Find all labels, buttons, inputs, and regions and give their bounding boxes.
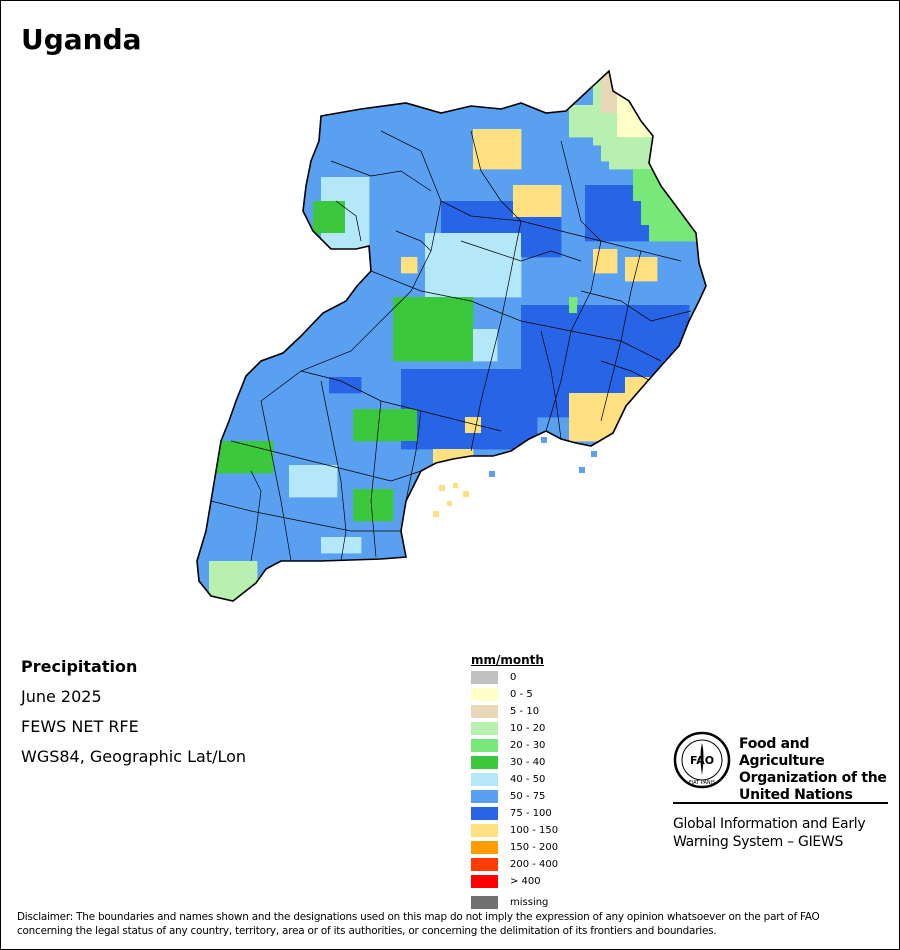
legend-item: 30 - 40 <box>471 755 546 772</box>
legend-label: 0 <box>510 672 517 683</box>
legend-swatch <box>471 875 498 888</box>
legend-item: 20 - 30 <box>471 738 546 755</box>
map-info: Precipitation June 2025 FEWS NET RFE WGS… <box>21 657 246 777</box>
legend-label: 40 - 50 <box>510 774 546 785</box>
legend-item: 5 - 10 <box>471 704 544 721</box>
legend-item: > 400 <box>471 874 544 891</box>
legend-label: 5 - 10 <box>510 706 540 717</box>
projection-label: WGS84, Geographic Lat/Lon <box>21 747 247 766</box>
lake-victoria-islands <box>433 437 597 517</box>
legend-item: 50 - 75 <box>471 789 546 806</box>
legend-label: > 400 <box>510 876 541 887</box>
legend-label: 100 - 150 <box>510 825 559 836</box>
svg-text:FAO: FAO <box>690 754 714 767</box>
legend-label: 0 - 5 <box>510 689 533 700</box>
map-title: Uganda <box>21 23 142 56</box>
precipitation-raster <box>197 71 706 601</box>
period-label: June 2025 <box>21 687 102 706</box>
legend-label: 30 - 40 <box>510 757 546 768</box>
legend-swatch <box>471 807 498 820</box>
legend-swatch <box>471 790 498 803</box>
legend-swatch <box>471 896 498 909</box>
legend-label: missing <box>510 897 549 908</box>
legend-item: 40 - 50 <box>471 772 546 789</box>
legend-item: 0 <box>471 670 544 687</box>
legend-label: 50 - 75 <box>510 791 546 802</box>
legend-label: 200 - 400 <box>510 859 559 870</box>
divider <box>673 802 888 804</box>
legend-label: 10 - 20 <box>510 723 546 734</box>
legend-swatch <box>471 756 498 769</box>
legend-swatch <box>471 824 498 837</box>
legend-swatch <box>471 671 498 684</box>
fao-emblem-icon: FAO FIAT PANIS <box>673 731 731 789</box>
district-boundaries <box>210 130 692 562</box>
legend-swatch <box>471 739 498 752</box>
svg-text:FIAT PANIS: FIAT PANIS <box>689 780 716 786</box>
legend-swatch <box>471 858 498 871</box>
legend-item: 100 - 150 <box>471 823 558 840</box>
legend-swatch <box>471 773 498 786</box>
legend-item: 200 - 400 <box>471 857 558 874</box>
legend-swatch <box>471 688 498 701</box>
source-label: FEWS NET RFE <box>21 717 139 736</box>
legend-title: mm/month <box>471 653 544 667</box>
legend: mm/month 0 0 - 5 5 - 10 10 - 20 20 - 30 30 - … <box>471 653 558 912</box>
legend-label: 150 - 200 <box>510 842 559 853</box>
legend-item: 75 - 100 <box>471 806 552 823</box>
legend-item: 0 - 5 <box>471 687 544 704</box>
precipitation-map <box>196 69 707 602</box>
fao-name: Food and Agriculture Organization of the… <box>739 736 887 803</box>
legend-swatch <box>471 705 498 718</box>
country-outline <box>196 69 707 602</box>
disclaimer: Disclaimer: The boundaries and names sho… <box>17 911 820 937</box>
legend-item: 10 - 20 <box>471 721 546 738</box>
legend-swatch <box>471 841 498 854</box>
legend-label: 20 - 30 <box>510 740 546 751</box>
variable-label: Precipitation <box>21 657 138 676</box>
legend-item: missing <box>471 895 548 912</box>
legend-label: 75 - 100 <box>510 808 552 819</box>
giews-name: Global Information and Early Warning Sys… <box>673 816 866 850</box>
legend-swatch <box>471 722 498 735</box>
legend-item: 150 - 200 <box>471 840 558 857</box>
